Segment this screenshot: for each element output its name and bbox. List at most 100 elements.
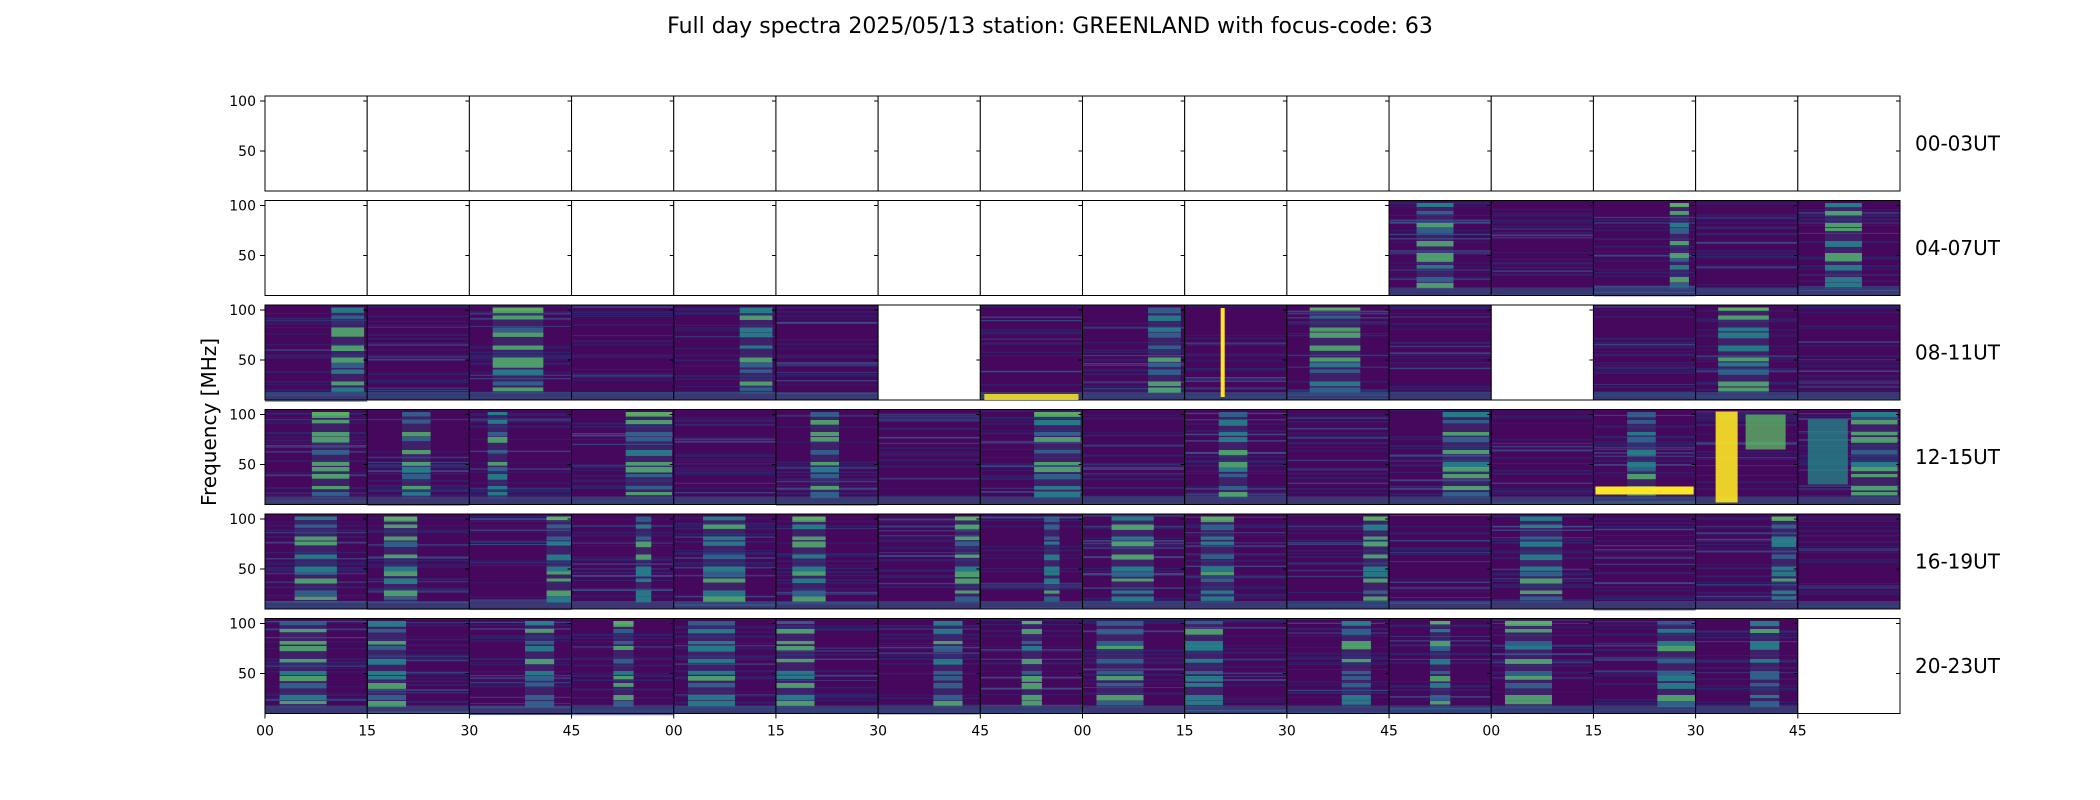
emission-band [402, 432, 431, 437]
rfi-line [775, 343, 879, 346]
rfi-line [469, 685, 572, 688]
emission-band [1669, 203, 1689, 208]
emission-band [279, 671, 327, 676]
rfi-line [1695, 636, 1798, 638]
emission-band [1750, 676, 1780, 680]
rfi-line [1389, 689, 1492, 691]
rfi-line [1593, 582, 1696, 585]
rfi-line [367, 689, 470, 692]
y-tick-label: 50 [238, 667, 256, 683]
rfi-line [1593, 708, 1696, 711]
emission-band [1200, 541, 1235, 545]
rfi-line [367, 465, 470, 467]
rfi-line [1389, 410, 1492, 412]
rfi-line [878, 704, 981, 707]
rfi-line [1389, 624, 1492, 627]
rfi-line [367, 490, 470, 492]
noise-floor [571, 705, 674, 714]
rfi-line [571, 443, 674, 445]
rfi-line [1491, 457, 1594, 459]
empty-panel [367, 96, 470, 191]
rfi-line [1593, 229, 1696, 232]
rfi-line [673, 482, 776, 484]
rfi-line [673, 487, 776, 489]
emission-band [311, 467, 350, 472]
emission-band [1034, 450, 1081, 454]
emission-band [688, 671, 736, 675]
rfi-line [1389, 636, 1492, 637]
rfi-line [1286, 393, 1390, 395]
rfi-line [265, 665, 368, 667]
rfi-line [367, 389, 470, 392]
spectrum-panel [366, 200, 470, 296]
rfi-line [980, 417, 1083, 420]
noise-floor [775, 496, 879, 505]
rfi-line [1593, 386, 1696, 389]
rfi-line [1082, 604, 1185, 607]
rfi-line [1184, 565, 1287, 567]
emission-band [1519, 571, 1563, 577]
rfi-line [469, 352, 572, 353]
rfi-line [367, 529, 470, 531]
rfi-line [1593, 309, 1696, 311]
rfi-line [878, 586, 981, 588]
rfi-line [775, 465, 879, 468]
emission-band [1416, 253, 1454, 259]
rfi-line [980, 711, 1083, 714]
emission-band [294, 541, 337, 546]
rfi-line [1593, 698, 1696, 701]
emission-band [383, 578, 418, 585]
rfi-line [775, 542, 879, 544]
y-tick-label: 100 [229, 408, 256, 424]
rfi-line [1491, 529, 1594, 531]
rfi-line [367, 504, 470, 506]
spectrum-background [1491, 200, 1594, 296]
rfi-line [775, 489, 879, 491]
rfi-line [265, 699, 368, 701]
rfi-line [1286, 524, 1390, 527]
emission-band [1096, 676, 1144, 681]
emission-band [1309, 307, 1361, 311]
spectrum-panel [1797, 95, 1901, 192]
rfi-line [1286, 692, 1390, 694]
emission-band [368, 621, 407, 627]
noise-floor [1695, 392, 1798, 400]
noise-floor [775, 705, 879, 714]
emission-band [1750, 695, 1780, 699]
rfi-line [1389, 552, 1492, 554]
emission-band [1657, 676, 1696, 682]
rfi-line [878, 637, 981, 639]
rfi-line [1695, 411, 1798, 413]
rfi-line [1797, 305, 1900, 308]
rfi-line [1286, 689, 1390, 692]
emission-band [487, 462, 508, 466]
rfi-line [1593, 271, 1696, 274]
rfi-line [775, 593, 879, 595]
rfi-line [1389, 640, 1492, 642]
emission-band [1148, 369, 1181, 375]
spectrum-panel [1286, 304, 1390, 401]
rfi-line [571, 545, 674, 547]
rfi-line [673, 670, 776, 672]
rfi-line [1593, 563, 1696, 565]
rfi-line [571, 487, 674, 489]
rfi-line [775, 686, 879, 689]
noise-floor [980, 601, 1083, 609]
rfi-line [1286, 525, 1390, 528]
emission-band [1504, 621, 1553, 626]
rfi-line [367, 418, 470, 421]
rfi-line [571, 679, 674, 681]
rfi-line [1797, 485, 1900, 487]
x-tick-label: 30 [869, 724, 887, 740]
rfi-line [571, 464, 674, 466]
emission-band [1519, 554, 1563, 561]
rfi-line [1389, 710, 1492, 713]
emission-band [1044, 590, 1060, 594]
rfi-line [265, 664, 368, 666]
rfi-line [1797, 439, 1900, 441]
emission-band [739, 345, 773, 349]
rfi-line [1389, 447, 1492, 449]
rfi-line [1593, 658, 1696, 661]
spectrum-panel [571, 618, 675, 716]
rfi-line [673, 565, 776, 567]
